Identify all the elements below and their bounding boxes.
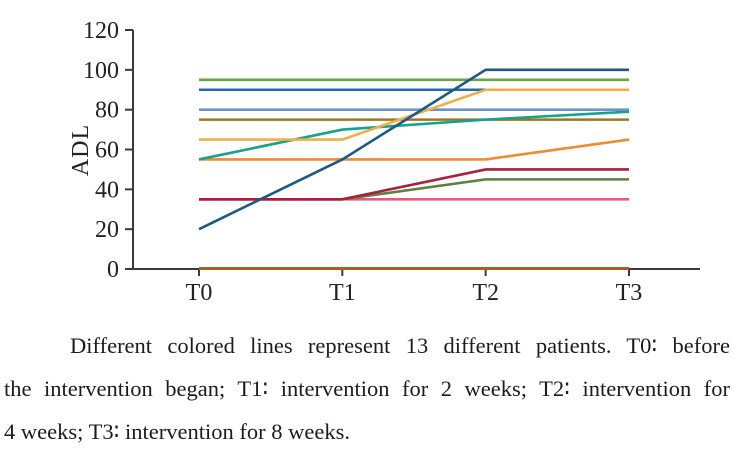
y-tick-label: 120	[83, 18, 119, 44]
line-patient-9	[198, 110, 630, 161]
caption-line-2: the intervention began; T1∶ intervention…	[4, 376, 730, 401]
line-patient-6	[199, 178, 629, 201]
x-tick-label: T1	[329, 280, 356, 306]
y-tick-label: 80	[95, 98, 119, 124]
caption-line-3: 4 weeks; T3∶ intervention for 8 weeks.	[4, 419, 350, 444]
line-patient-7	[199, 168, 629, 201]
line-patient-8	[199, 138, 630, 161]
y-tick-label: 100	[83, 58, 119, 84]
x-tick-label: T2	[472, 280, 499, 306]
x-tick-label: T0	[186, 280, 213, 306]
figure-caption: Different colored lines represent 13 dif…	[4, 324, 730, 453]
caption-line-1: Different colored lines represent 13 dif…	[70, 333, 730, 358]
x-tick-label: T3	[616, 280, 643, 306]
y-axis-label: ADL	[68, 124, 94, 176]
line-patient-11	[198, 68, 629, 231]
y-tick-label: 0	[107, 257, 119, 283]
y-tick-label: 20	[95, 217, 119, 243]
adl-line-chart: 0 20 40 60 80 100 120 T0 T1 T2 T3 ADL	[68, 18, 700, 306]
y-tick-label: 40	[95, 177, 119, 203]
y-tick-label: 60	[95, 138, 119, 164]
